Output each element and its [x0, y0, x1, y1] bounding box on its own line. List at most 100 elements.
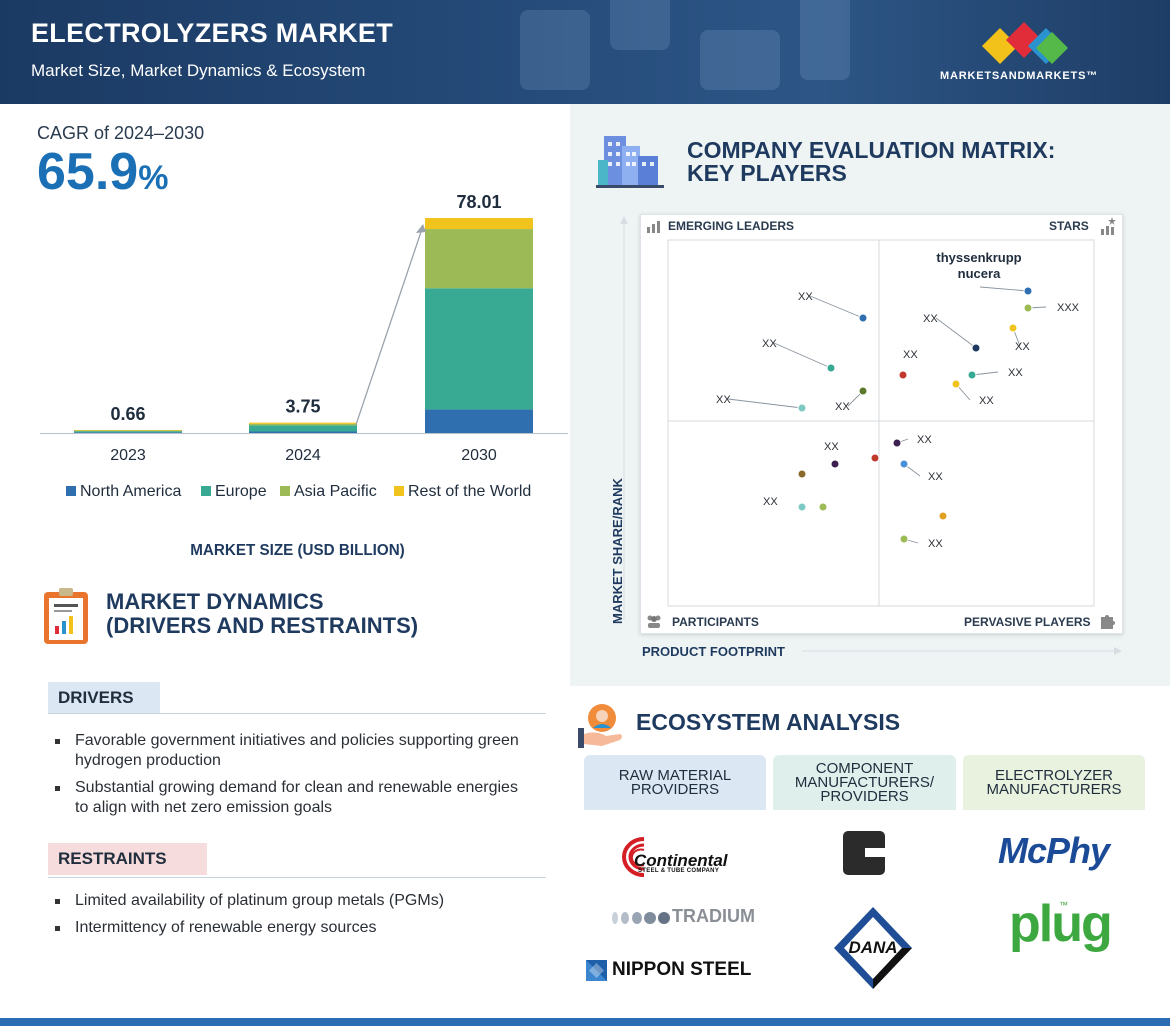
leader-line	[809, 295, 864, 319]
cagr-label: CAGR of 2024–2030	[37, 123, 205, 143]
eco-col1-line: PROVIDERS	[630, 780, 720, 798]
group-people-icon	[647, 615, 661, 628]
bar-segment-europe	[74, 431, 182, 433]
highlight-line2: nucera	[957, 266, 1001, 281]
company-label: XX	[917, 434, 932, 446]
company-label: XX	[824, 441, 839, 453]
driver-item: Substantial growing demand for clean and…	[55, 778, 555, 818]
restraint-item: Intermittency of renewable energy source…	[55, 918, 555, 938]
x-tick-label: 2030	[461, 447, 497, 464]
eco-col2-line: PROVIDERS	[820, 787, 909, 805]
bullet-icon	[55, 739, 60, 744]
bar-total-label: 78.01	[456, 192, 501, 212]
quadrant-stars: STARS	[1049, 219, 1089, 233]
company-label: XX	[979, 395, 994, 407]
tradium-text: TRADIUM	[672, 906, 755, 926]
bullet-icon	[55, 786, 60, 791]
quadrant-participants: PARTICIPANTS	[672, 615, 759, 629]
puzzle-icon	[1101, 615, 1115, 629]
brand-logo-mark	[982, 22, 1068, 64]
quadrant-emerging-leaders: EMERGING LEADERS	[668, 219, 795, 233]
legend-label: Europe	[215, 483, 267, 500]
driver-text: hydrogen production	[75, 752, 221, 769]
driver-text: Favorable government initiatives and pol…	[75, 732, 519, 749]
dana-text: DANA	[848, 938, 898, 957]
company-point	[899, 459, 909, 469]
page-title: ELECTROLYZERS MARKET	[31, 18, 394, 48]
company-label: XX	[716, 394, 731, 406]
chart-xlabel: MARKET SIZE (USD BILLION)	[190, 542, 405, 559]
dana-diamond-icon	[834, 907, 912, 989]
market-dynamics-title: MARKET DYNAMICS (DRIVERS AND RESTRAINTS)	[106, 590, 418, 638]
eco-column-electrolyzer: ELECTROLYZER MANUFACTURERS	[963, 755, 1145, 810]
tradium-dots-icon	[612, 912, 670, 924]
cagr-number: 65.9	[37, 143, 139, 201]
component-maker-logo	[843, 831, 885, 875]
company-label: XX	[903, 349, 918, 361]
restraint-item: Limited availability of platinum group m…	[55, 891, 555, 911]
ecosystem-title: ECOSYSTEM ANALYSIS	[636, 709, 901, 735]
highlight-line1: thyssenkrupp	[936, 250, 1022, 265]
continental-subtext: STEEL & TUBE COMPANY	[638, 868, 720, 874]
company-label: XX	[762, 338, 777, 350]
bar-total-label: 0.66	[110, 404, 145, 424]
company-label: XX	[928, 471, 943, 483]
company-point	[951, 379, 961, 389]
company-point	[818, 502, 828, 512]
company-point	[1023, 286, 1033, 296]
company-label: XX	[928, 538, 943, 550]
driver-text: Substantial growing demand for clean and…	[75, 779, 518, 796]
bar-segment-north-america	[425, 409, 533, 433]
office-building-icon	[596, 136, 664, 188]
company-point	[892, 438, 902, 448]
legend-swatch	[280, 486, 290, 496]
company-point	[797, 502, 807, 512]
bar-segment-asia-pacific	[425, 229, 533, 289]
bar-segment-europe	[425, 288, 533, 410]
bar-segment-europe	[249, 425, 357, 432]
bar-segment-north-america	[74, 432, 182, 433]
plug-text: plug	[1009, 895, 1113, 953]
eco-column-component: COMPONENT MANUFACTURERS/PROVIDERS	[773, 755, 956, 810]
footer-bar	[0, 1018, 1170, 1026]
x-tick-label: 2024	[285, 447, 321, 464]
bar-segment-asia-pacific	[249, 423, 357, 426]
company-label: XX	[798, 291, 813, 303]
dana-logo: DANA	[832, 905, 914, 991]
eco-col2-line: COMPONENT	[815, 759, 914, 777]
matrix-title-line2: KEY PLAYERS	[687, 160, 847, 186]
eco-column-raw-material: RAW MATERIAL PROVIDERS	[584, 755, 766, 810]
company-point	[826, 363, 836, 373]
bullet-icon	[55, 926, 60, 931]
legend-swatch	[394, 486, 404, 496]
quadrant-pervasive-players: PERVASIVE PLAYERS	[964, 615, 1091, 629]
mcphy-logo: McPhy	[998, 830, 1110, 871]
continental-text: Continental	[634, 851, 728, 870]
dynamics-title-line2: (DRIVERS AND RESTRAINTS)	[106, 613, 419, 638]
nippon-steel-mark-icon	[586, 960, 607, 981]
divider	[48, 713, 546, 714]
growth-arrow	[355, 225, 424, 425]
header-banner	[0, 0, 1170, 104]
company-point	[797, 403, 807, 413]
company-point	[830, 459, 840, 469]
company-point	[899, 534, 909, 544]
restraint-text: Intermittency of renewable energy source…	[75, 919, 377, 936]
bar-segment-rest-of-the-world	[74, 429, 182, 431]
continental-logo: Continental STEEL & TUBE COMPANY	[614, 835, 739, 877]
company-label: XX	[1008, 367, 1023, 379]
leader-line	[935, 317, 977, 349]
drivers-heading: DRIVERS	[48, 682, 160, 714]
eco-col2-line: MANUFACTURERS/	[794, 773, 935, 791]
company-point	[870, 453, 880, 463]
company-label: XX	[923, 313, 938, 325]
brand-name: MARKETSANDMARKETS™	[940, 70, 1099, 82]
star-bars-icon	[1101, 217, 1116, 235]
company-point	[971, 343, 981, 353]
plug-logo: plug ™	[1007, 895, 1113, 978]
plug-trademark: ™	[1059, 900, 1068, 910]
market-size-chart: 0.66 2023 3.75 2024 78.01 2030 North America Eu…	[40, 192, 568, 500]
cagr-value: 65.9%	[37, 142, 168, 202]
legend-swatch	[201, 486, 211, 496]
